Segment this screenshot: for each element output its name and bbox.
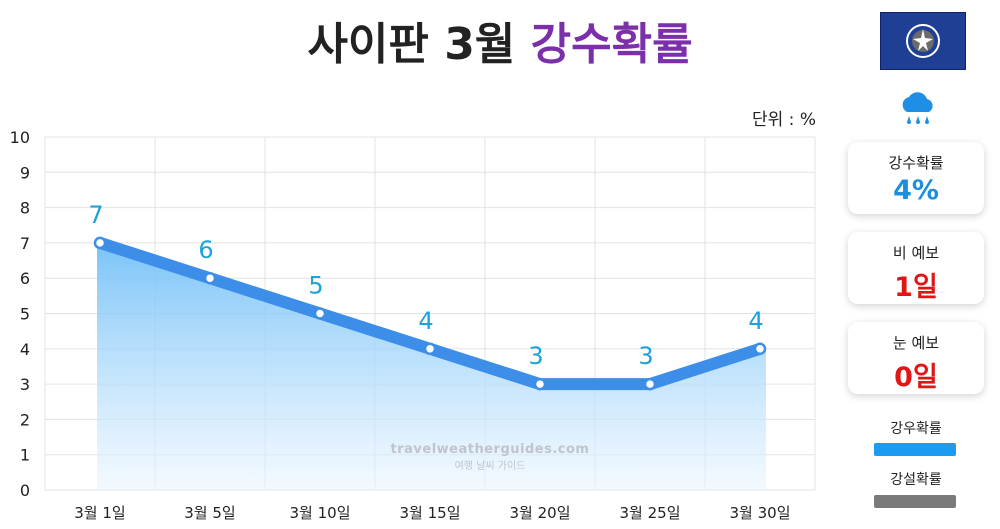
data-point	[203, 271, 217, 285]
data-point	[533, 377, 547, 391]
legend-snow-swatch	[874, 495, 956, 508]
y-tick-label: 1	[20, 446, 30, 465]
x-tick-label: 3월 10일	[290, 504, 351, 522]
legend-snow-label: 강설확률	[890, 472, 942, 488]
watermark: travelweatherguides.com 여행 날씨 가이드	[390, 442, 590, 472]
title-highlight: 강수확률	[530, 19, 693, 70]
y-tick-label: 8	[20, 199, 30, 218]
card-rain-forecast-label: 비 예보	[892, 244, 940, 262]
x-tick-label: 3월 5일	[184, 504, 235, 522]
card-snow-forecast-value: 0일	[894, 362, 938, 393]
data-label: 3	[528, 342, 543, 370]
title-main: 사이판 3월	[307, 19, 516, 70]
data-point	[93, 236, 107, 250]
card-rain-probability-value: 4%	[893, 175, 939, 206]
x-tick-label: 3월 30일	[730, 504, 791, 522]
card-rain-probability: 강수확률 4%	[848, 142, 984, 214]
card-snow-forecast-label: 눈 예보	[892, 334, 940, 352]
y-tick-label: 6	[20, 269, 30, 288]
legend-rain-label: 강우확률	[890, 421, 942, 437]
page-title: 사이판 3월 강수확률	[0, 8, 1000, 72]
data-label: 3	[638, 342, 653, 370]
card-rain-probability-label: 강수확률	[888, 154, 944, 172]
x-tick-label: 3월 15일	[400, 504, 461, 522]
data-point	[753, 342, 767, 356]
y-tick-label: 5	[20, 305, 30, 324]
y-tick-label: 2	[20, 410, 30, 429]
legend-rain-swatch	[874, 443, 956, 456]
card-rain-forecast-value: 1일	[894, 272, 938, 303]
watermark-sub: 여행 날씨 가이드	[454, 461, 526, 472]
data-label: 6	[198, 236, 213, 264]
rain-cloud-icon	[898, 90, 938, 132]
x-tick-label: 3월 1일	[74, 504, 125, 522]
y-tick-label: 3	[20, 375, 30, 394]
data-label: 7	[88, 201, 103, 229]
card-snow-forecast: 눈 예보 0일	[848, 322, 984, 394]
data-label: 5	[308, 272, 323, 300]
rain-probability-chart: 7 6 5 4 3 3 4 0 1 2 3 4 5 6 7 8 9 10 3월 1일 3월 5일 3월 10일 3월 1…	[10, 128, 816, 522]
y-tick-label: 0	[20, 481, 30, 500]
watermark-site: travelweatherguides.com	[390, 442, 590, 457]
y-tick-label: 4	[20, 340, 30, 359]
data-point	[313, 307, 327, 320]
card-rain-forecast: 비 예보 1일	[848, 232, 984, 304]
unit-label: 단위 : %	[752, 110, 816, 130]
y-tick-label: 7	[20, 234, 30, 253]
data-point	[423, 342, 437, 356]
area-fill	[97, 242, 766, 490]
data-label: 4	[418, 307, 433, 335]
y-tick-label: 10	[10, 128, 30, 147]
x-tick-label: 3월 20일	[510, 504, 571, 522]
x-tick-label: 3월 25일	[620, 504, 681, 522]
data-label: 4	[748, 307, 763, 335]
flag-icon	[880, 12, 966, 70]
y-tick-label: 9	[20, 163, 30, 182]
data-point	[643, 377, 657, 391]
